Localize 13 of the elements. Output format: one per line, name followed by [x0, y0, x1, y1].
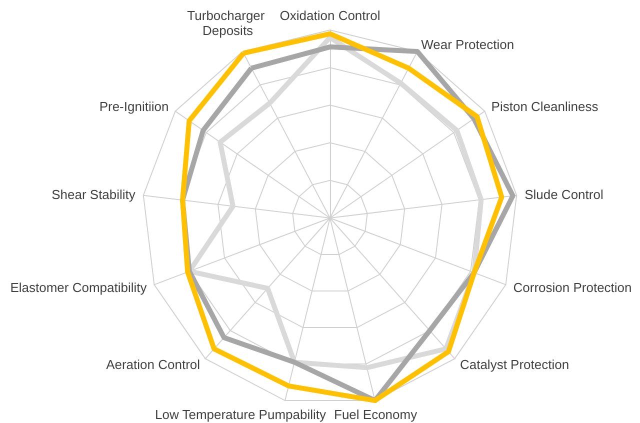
spoke-label: Wear Protection: [421, 36, 514, 52]
spoke-label: Elastomer Compatibility: [10, 280, 148, 296]
spoke-label: Corrosion Protection: [513, 280, 632, 296]
spoke-label: Catalyst Protection: [460, 357, 570, 372]
spoke-label: Aeration Control: [106, 357, 200, 372]
spoke-label: Pre-Ignitiion: [99, 99, 169, 114]
spoke-label: Fuel Economy: [334, 407, 418, 422]
spoke-label: Turbocharger Deposits: [187, 8, 268, 38]
spoke-label: Slude Control: [524, 186, 604, 202]
spoke-label: Shear Stability: [52, 186, 136, 202]
spoke-label: Piston Cleanliness: [491, 99, 599, 114]
spoke-label: Oxidation Control: [280, 8, 380, 23]
spoke-label: Low Temperature Pumpability: [154, 407, 326, 422]
